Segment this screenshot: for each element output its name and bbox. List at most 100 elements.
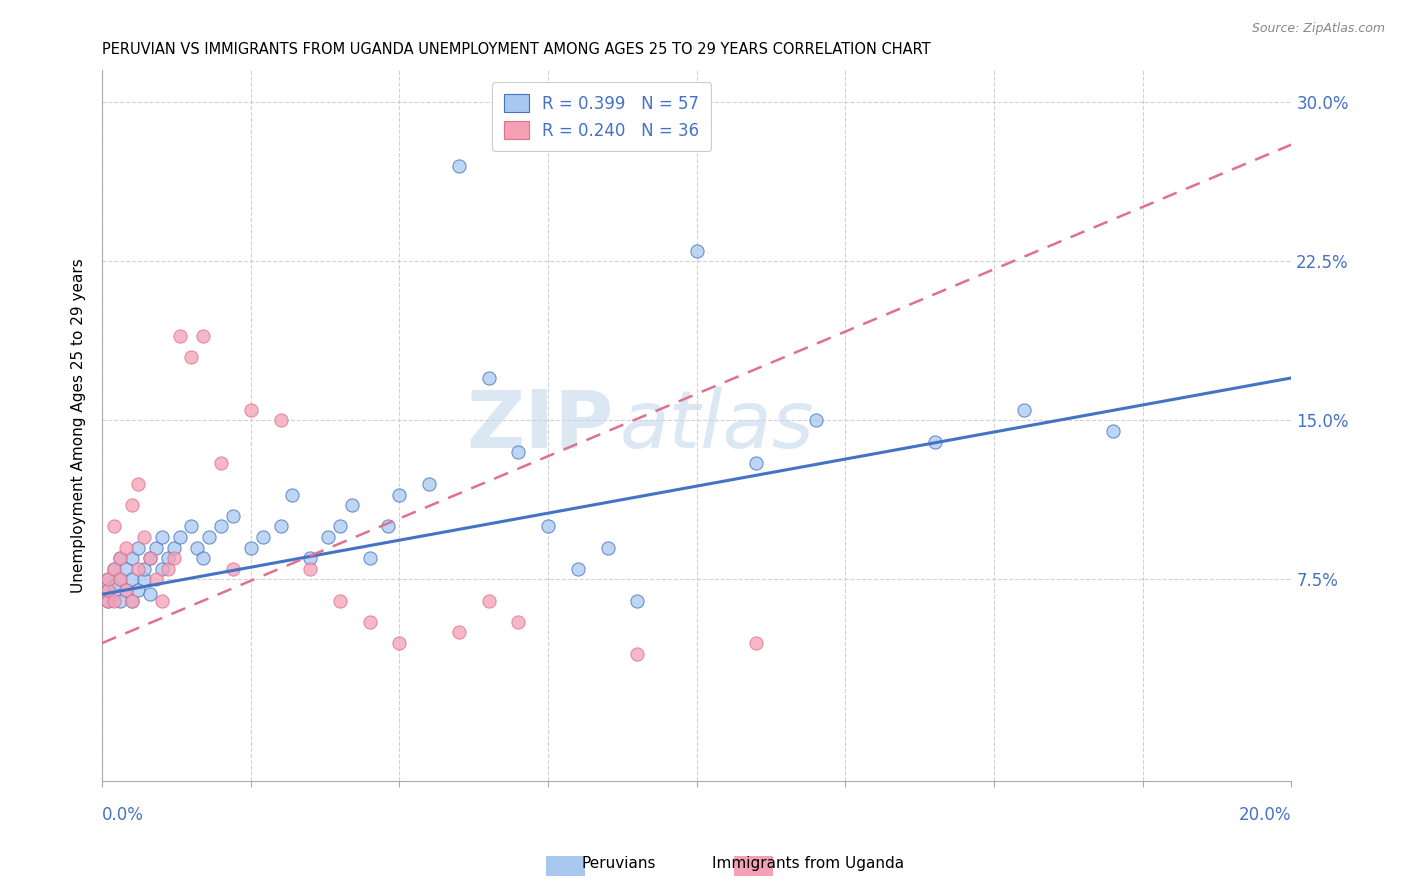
Point [508,615,530,629]
Point [745,636,768,650]
Point [145,573,167,587]
Point [508,445,530,459]
Point [388,636,411,650]
Point [359,615,381,629]
Point [108,573,131,587]
Point [418,477,440,491]
Point [1012,402,1035,417]
Point [150,562,173,576]
Point [924,434,946,449]
Point [97,573,120,587]
Point [132,530,155,544]
Point [340,498,363,512]
Text: Peruvians: Peruvians [582,856,655,871]
Point [239,541,262,555]
Point [745,456,768,470]
Point [169,328,191,343]
Point [139,551,162,566]
Point [537,519,560,533]
Point [139,551,162,566]
Point [180,350,202,364]
Point [108,593,131,607]
Text: atlas: atlas [620,386,814,465]
Point [329,519,352,533]
Point [596,541,619,555]
Point [103,579,125,593]
Text: PERUVIAN VS IMMIGRANTS FROM UGANDA UNEMPLOYMENT AMONG AGES 25 TO 29 YEARS CORREL: PERUVIAN VS IMMIGRANTS FROM UGANDA UNEMP… [103,42,931,57]
Point [239,402,262,417]
Point [97,573,120,587]
Point [169,530,191,544]
Point [359,551,381,566]
Point [127,562,149,576]
Point [252,530,274,544]
Point [299,562,322,576]
Point [377,519,399,533]
Point [132,562,155,576]
Point [139,587,162,601]
Point [162,541,184,555]
Point [115,582,138,597]
Point [186,541,208,555]
Text: Source: ZipAtlas.com: Source: ZipAtlas.com [1251,22,1385,36]
Text: 20.0%: 20.0% [1239,806,1291,824]
Point [127,582,149,597]
Point [156,551,179,566]
Point [103,593,125,607]
Point [108,573,131,587]
FancyBboxPatch shape [536,851,595,881]
Point [97,582,120,597]
Point [329,593,352,607]
Point [478,593,501,607]
Point [103,587,125,601]
Point [162,551,184,566]
Point [193,328,215,343]
Point [447,625,470,640]
Point [270,413,292,427]
Point [121,593,143,607]
Point [108,551,131,566]
Text: 0.0%: 0.0% [103,806,143,824]
Point [150,593,173,607]
Text: Immigrants from Uganda: Immigrants from Uganda [713,856,904,871]
Point [270,519,292,533]
Point [97,593,120,607]
Point [108,551,131,566]
Point [626,647,648,661]
Point [127,541,149,555]
Point [180,519,202,533]
Point [145,541,167,555]
Point [115,541,138,555]
Point [567,562,589,576]
Point [97,593,120,607]
Point [316,530,339,544]
Y-axis label: Unemployment Among Ages 25 to 29 years: Unemployment Among Ages 25 to 29 years [72,259,86,593]
Point [299,551,322,566]
Point [121,551,143,566]
Point [121,573,143,587]
Point [121,498,143,512]
Point [222,508,245,523]
Point [222,562,245,576]
Point [193,551,215,566]
Point [103,562,125,576]
Point [150,530,173,544]
Point [447,159,470,173]
Point [209,519,232,533]
Point [156,562,179,576]
Point [115,582,138,597]
Point [804,413,827,427]
Point [127,477,149,491]
Point [626,593,648,607]
Point [132,573,155,587]
Point [115,562,138,576]
Point [686,244,709,258]
FancyBboxPatch shape [724,851,783,881]
Legend: R = 0.399   N = 57, R = 0.240   N = 36: R = 0.399 N = 57, R = 0.240 N = 36 [492,82,711,152]
Point [388,487,411,501]
Point [103,519,125,533]
Point [1102,424,1125,438]
Point [121,593,143,607]
Point [209,456,232,470]
Text: ZIP: ZIP [467,386,613,465]
